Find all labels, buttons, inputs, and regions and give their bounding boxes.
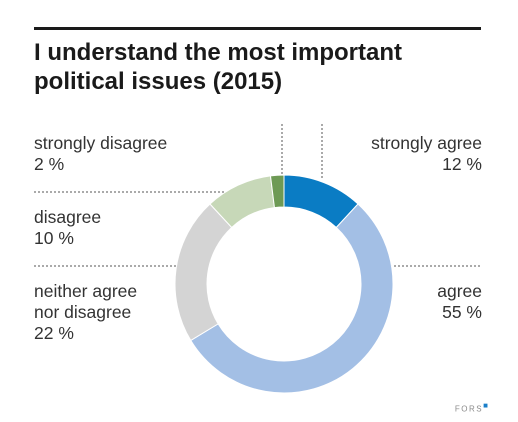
label-strongly-disagree-value: 2 % [34, 154, 65, 174]
label-strongly-disagree-text: strongly disagree [34, 133, 168, 153]
label-strongly-agree-value: 12 % [442, 154, 482, 174]
slice-agree [190, 203, 394, 394]
label-agree-value: 55 % [442, 302, 482, 322]
chart-title: I understand the most important politica… [34, 39, 403, 95]
label-strongly-agree: strongly agree 12 % [371, 133, 482, 175]
slice-neither-agree-nor-disagree [174, 203, 233, 342]
donut-slices [174, 174, 394, 394]
label-agree: agree 55 % [437, 281, 482, 323]
fors-logo: FORS■ [455, 401, 488, 414]
title-rule [34, 27, 481, 30]
slice-strongly-disagree [269, 174, 285, 209]
label-disagree-value: 10 % [34, 228, 74, 248]
label-neither-value: 22 % [34, 323, 74, 343]
fors-logo-text: FORS [454, 404, 484, 414]
label-agree-text: agree [437, 281, 482, 301]
leader-lines [34, 124, 482, 267]
label-strongly-agree-text: strongly agree [371, 133, 482, 153]
label-strongly-disagree: strongly disagree 2 % [34, 133, 167, 175]
label-neither-text-2: nor disagree [34, 302, 132, 322]
label-neither: neither agree nor disagree 22 % [34, 281, 137, 344]
label-neither-text-1: neither agree [34, 281, 138, 301]
label-disagree-text: disagree [34, 207, 102, 227]
fors-logo-mark: ■ [483, 401, 488, 410]
label-disagree: disagree 10 % [34, 207, 101, 249]
